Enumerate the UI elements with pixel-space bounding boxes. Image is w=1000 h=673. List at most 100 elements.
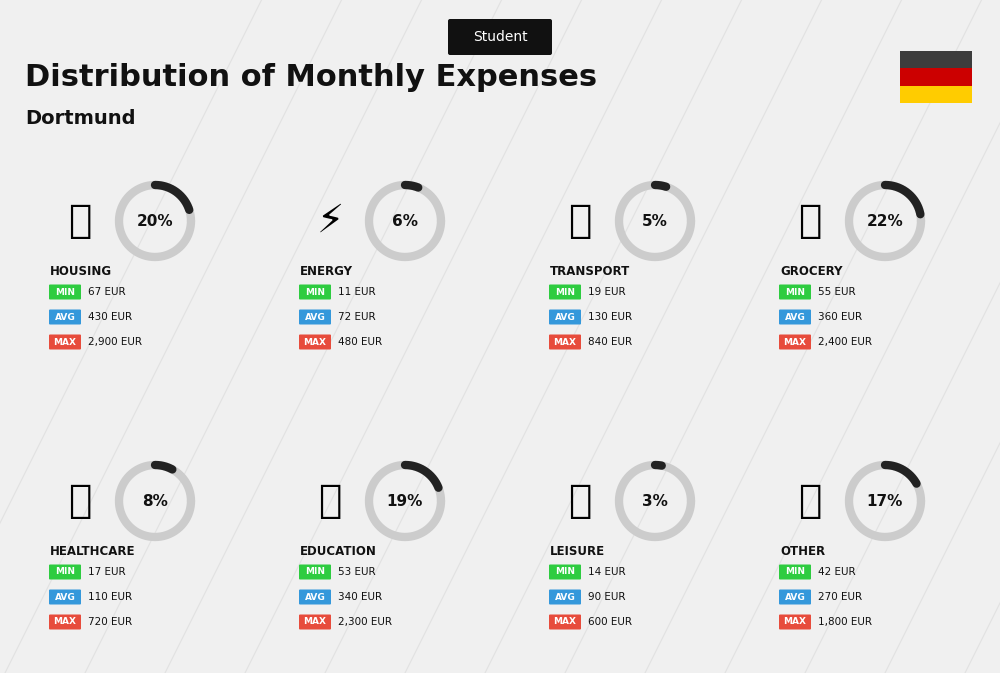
FancyBboxPatch shape [448,19,552,55]
Text: 340 EUR: 340 EUR [338,592,382,602]
Text: MIN: MIN [305,567,325,577]
FancyBboxPatch shape [779,334,811,349]
Text: 14 EUR: 14 EUR [588,567,626,577]
Text: 720 EUR: 720 EUR [88,617,132,627]
FancyBboxPatch shape [299,614,331,629]
Text: 72 EUR: 72 EUR [338,312,376,322]
FancyBboxPatch shape [779,590,811,604]
Text: MAX: MAX [784,337,806,347]
Text: ENERGY: ENERGY [300,265,353,278]
Text: 840 EUR: 840 EUR [588,337,632,347]
Text: MIN: MIN [785,567,805,577]
FancyBboxPatch shape [49,310,81,324]
Text: 5%: 5% [642,213,668,229]
FancyBboxPatch shape [49,565,81,579]
Text: MIN: MIN [305,287,325,297]
FancyBboxPatch shape [900,85,972,103]
Text: 20%: 20% [137,213,173,229]
FancyBboxPatch shape [549,285,581,299]
Text: AVG: AVG [785,312,805,322]
Text: 17%: 17% [867,493,903,509]
FancyBboxPatch shape [779,614,811,629]
Text: 360 EUR: 360 EUR [818,312,862,322]
FancyBboxPatch shape [549,614,581,629]
Text: 67 EUR: 67 EUR [88,287,126,297]
FancyBboxPatch shape [779,565,811,579]
Text: MAX: MAX [304,337,326,347]
Text: 11 EUR: 11 EUR [338,287,376,297]
Text: EDUCATION: EDUCATION [300,545,377,558]
Text: 53 EUR: 53 EUR [338,567,376,577]
Text: 600 EUR: 600 EUR [588,617,632,627]
FancyBboxPatch shape [900,51,972,69]
Text: 2,900 EUR: 2,900 EUR [88,337,142,347]
FancyBboxPatch shape [779,285,811,299]
Text: 🏥: 🏥 [68,482,92,520]
Text: MAX: MAX [784,618,806,627]
FancyBboxPatch shape [49,590,81,604]
FancyBboxPatch shape [299,285,331,299]
Text: AVG: AVG [305,312,325,322]
Text: AVG: AVG [555,592,575,602]
Text: Dortmund: Dortmund [25,108,136,127]
Text: GROCERY: GROCERY [780,265,842,278]
Text: Student: Student [473,30,527,44]
Text: 6%: 6% [392,213,418,229]
Text: 270 EUR: 270 EUR [818,592,862,602]
Text: 22%: 22% [867,213,903,229]
Text: 🚌: 🚌 [568,202,592,240]
Text: 19%: 19% [387,493,423,509]
Text: Distribution of Monthly Expenses: Distribution of Monthly Expenses [25,63,597,92]
FancyBboxPatch shape [900,69,972,85]
FancyBboxPatch shape [299,334,331,349]
Text: MAX: MAX [554,618,576,627]
Text: MIN: MIN [785,287,805,297]
Text: TRANSPORT: TRANSPORT [550,265,630,278]
Text: MIN: MIN [55,567,75,577]
Text: MAX: MAX [554,337,576,347]
FancyBboxPatch shape [299,565,331,579]
Text: 2,300 EUR: 2,300 EUR [338,617,392,627]
FancyBboxPatch shape [549,310,581,324]
Text: 55 EUR: 55 EUR [818,287,856,297]
Text: 1,800 EUR: 1,800 EUR [818,617,872,627]
Text: 90 EUR: 90 EUR [588,592,626,602]
FancyBboxPatch shape [549,565,581,579]
Text: AVG: AVG [55,312,75,322]
Text: AVG: AVG [785,592,805,602]
Text: AVG: AVG [555,312,575,322]
FancyBboxPatch shape [549,334,581,349]
Text: 👜: 👜 [798,482,822,520]
Text: MIN: MIN [555,567,575,577]
Text: 2,400 EUR: 2,400 EUR [818,337,872,347]
FancyBboxPatch shape [299,310,331,324]
Text: 110 EUR: 110 EUR [88,592,132,602]
FancyBboxPatch shape [779,310,811,324]
FancyBboxPatch shape [299,590,331,604]
Text: LEISURE: LEISURE [550,545,605,558]
Text: 19 EUR: 19 EUR [588,287,626,297]
Text: 430 EUR: 430 EUR [88,312,132,322]
Text: OTHER: OTHER [780,545,825,558]
Text: 17 EUR: 17 EUR [88,567,126,577]
Text: 3%: 3% [642,493,668,509]
FancyBboxPatch shape [49,285,81,299]
Text: 🛍: 🛍 [568,482,592,520]
Text: HOUSING: HOUSING [50,265,112,278]
Text: AVG: AVG [305,592,325,602]
Text: HEALTHCARE: HEALTHCARE [50,545,136,558]
Text: MAX: MAX [304,618,326,627]
Text: 🛒: 🛒 [798,202,822,240]
FancyBboxPatch shape [549,590,581,604]
Text: ⚡: ⚡ [316,202,344,240]
Text: MAX: MAX [54,618,76,627]
Text: 🏢: 🏢 [68,202,92,240]
Text: 42 EUR: 42 EUR [818,567,856,577]
Text: MAX: MAX [54,337,76,347]
Text: MIN: MIN [55,287,75,297]
FancyBboxPatch shape [49,614,81,629]
Text: 480 EUR: 480 EUR [338,337,382,347]
Text: MIN: MIN [555,287,575,297]
Text: 8%: 8% [142,493,168,509]
Text: AVG: AVG [55,592,75,602]
